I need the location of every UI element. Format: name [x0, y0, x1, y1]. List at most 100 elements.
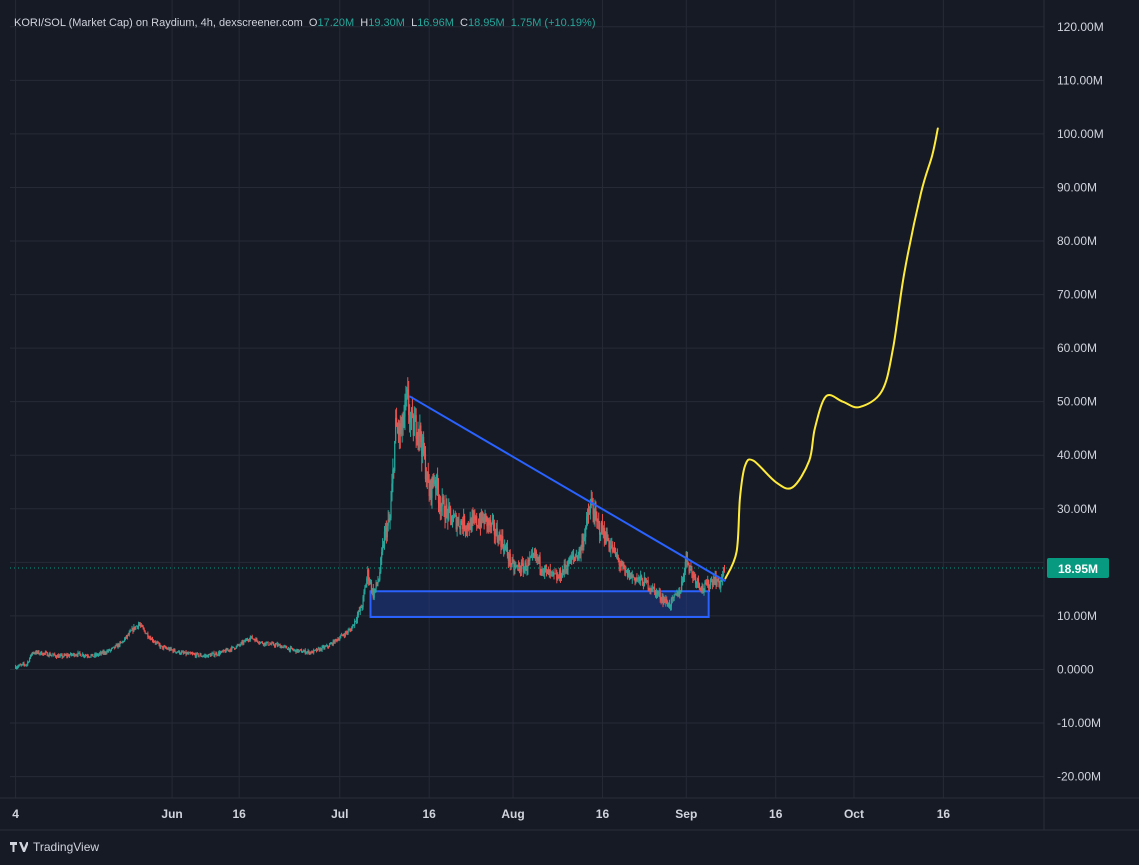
candle-body	[219, 652, 222, 655]
candle-body	[436, 475, 438, 488]
candle-body	[303, 650, 305, 652]
candle-body	[246, 639, 248, 641]
candle-body	[452, 516, 455, 522]
candle-body	[693, 574, 695, 578]
candle-body	[229, 649, 231, 651]
candle-body	[132, 628, 134, 632]
candle-body	[605, 532, 607, 544]
candle-body	[38, 651, 40, 654]
candle-body	[88, 656, 90, 658]
candle-body	[483, 517, 485, 525]
candle-body	[704, 582, 706, 591]
candle-body	[191, 653, 193, 655]
candle-body	[709, 581, 712, 586]
candle-body	[625, 569, 627, 572]
candle-body	[312, 651, 314, 654]
candle-body	[25, 664, 27, 666]
candle-body	[588, 512, 591, 515]
candle-body	[343, 635, 346, 637]
candle-body	[156, 642, 158, 644]
candle-body	[121, 642, 123, 644]
candle-body	[165, 648, 168, 649]
candle-body	[140, 624, 142, 626]
candle-body	[686, 552, 688, 563]
candle-body	[516, 565, 518, 567]
candle-body	[576, 555, 578, 559]
candle-body	[481, 512, 483, 521]
candle-body	[524, 562, 526, 569]
candle-body	[405, 397, 407, 401]
candle-body	[211, 653, 213, 655]
candle-body	[654, 587, 656, 591]
candle-body	[477, 525, 479, 527]
candle-body	[463, 515, 466, 530]
tradingview-footer[interactable]: TradingView	[10, 840, 99, 854]
candle-body	[307, 650, 309, 652]
candle-body	[342, 635, 345, 637]
candle-body	[22, 663, 24, 665]
candle-body	[493, 522, 495, 535]
candle-body	[50, 655, 52, 657]
candle-body	[170, 648, 172, 650]
candle-body	[671, 597, 673, 599]
candle-body	[599, 534, 602, 536]
candle-body	[368, 569, 370, 581]
candle-body	[82, 654, 84, 656]
candle-body	[277, 644, 279, 646]
candle-body	[259, 642, 261, 644]
candle-body	[388, 519, 390, 521]
candle-body	[272, 642, 274, 644]
candle-body	[695, 582, 698, 584]
candle-body	[152, 640, 155, 642]
candle-body	[117, 644, 119, 648]
candle-body	[666, 599, 668, 604]
candle-body	[638, 576, 640, 579]
candle-body	[517, 565, 519, 567]
candle-body	[256, 638, 258, 641]
candle-body	[29, 654, 32, 659]
candle-body	[94, 654, 96, 657]
candle-body	[161, 645, 163, 647]
candle-body	[116, 644, 118, 648]
candle-body	[501, 536, 503, 547]
candle-body	[290, 647, 292, 649]
candle-body	[697, 578, 700, 584]
candle-body	[549, 570, 551, 573]
candle-body	[391, 483, 393, 501]
candle-body	[110, 648, 113, 650]
candle-body	[439, 503, 441, 512]
candle-body	[563, 564, 565, 573]
high-value: 19.30M	[368, 17, 405, 29]
candle-body	[624, 568, 626, 570]
candle-body	[528, 560, 530, 561]
x-tick-label: Jul	[331, 807, 348, 821]
candle-body	[255, 638, 257, 642]
candle-body	[276, 643, 278, 646]
candle-body	[669, 606, 672, 608]
candle-body	[329, 643, 332, 645]
candle-body	[207, 654, 210, 658]
candle-body	[407, 389, 409, 395]
candle-body	[467, 523, 469, 529]
candle-body	[232, 646, 235, 648]
candle-body	[522, 563, 524, 573]
candle-body	[432, 477, 434, 483]
candle-body	[287, 648, 290, 650]
candle-body	[82, 654, 85, 657]
candle-body	[178, 650, 181, 654]
candle-body	[71, 654, 74, 656]
candle-body	[705, 582, 707, 584]
x-tick-label: Oct	[844, 807, 864, 821]
change-value: 1.75M (+10.19%)	[510, 17, 596, 29]
candle-body	[427, 471, 429, 483]
y-tick-label: 110.00M	[1057, 73, 1103, 87]
candle-body	[628, 570, 631, 580]
candle-body	[42, 652, 45, 655]
candle-body	[475, 516, 477, 521]
candle-body	[300, 649, 302, 651]
candle-body	[78, 652, 80, 654]
candle-body	[356, 614, 359, 620]
candle-body	[465, 529, 468, 530]
candle-body	[623, 564, 625, 569]
